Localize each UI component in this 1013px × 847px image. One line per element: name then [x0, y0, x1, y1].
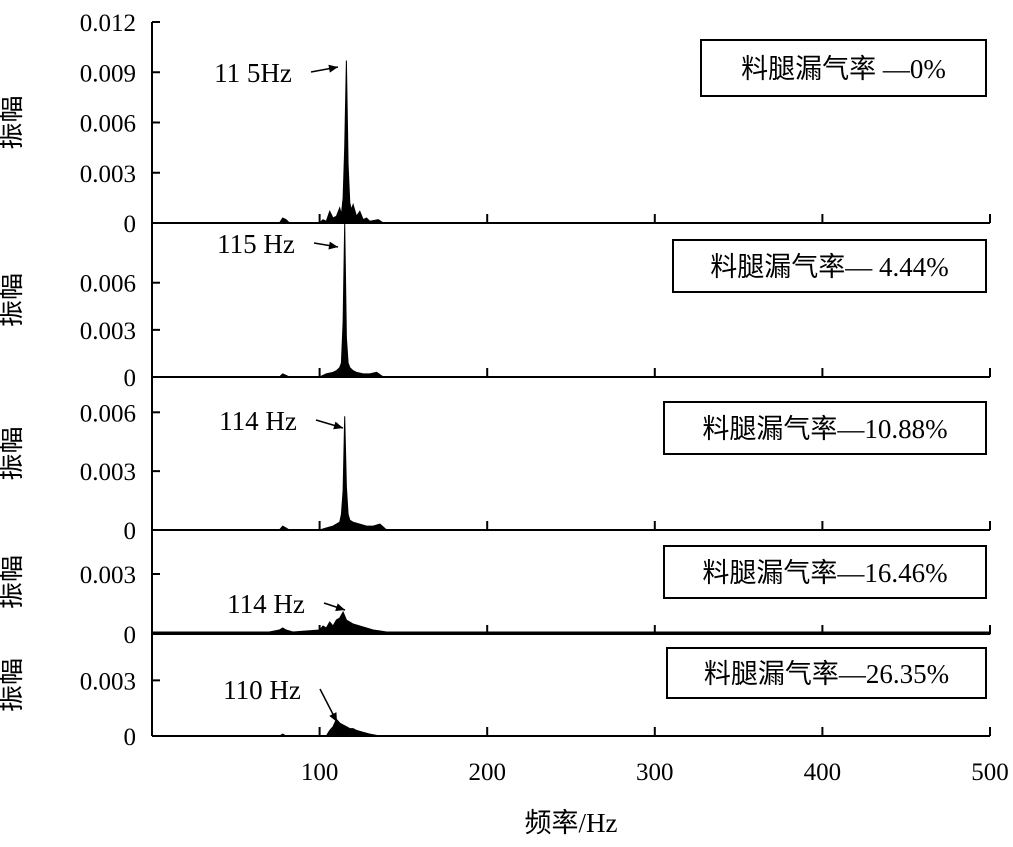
y-tick-label: 0.003	[80, 318, 136, 345]
x-tick-label: 100	[301, 759, 339, 786]
panel-4: 0 0.003 振幅 料腿漏气率—16.46% 114 Hz	[0, 530, 991, 649]
legend-label: 料腿漏气率—10.88%	[702, 414, 947, 444]
panel-5: 0 0.003 振幅 料腿漏气率—26.35% 110 Hz	[0, 634, 991, 751]
annotation-arrowhead	[328, 64, 338, 73]
annotation-arrowhead	[328, 241, 338, 250]
legend-box	[663, 401, 987, 455]
y-tick-label: 0.006	[80, 400, 136, 427]
y-tick-label: 0.003	[80, 668, 136, 695]
spectrum-series	[152, 718, 990, 737]
x-tick-label: 400	[804, 759, 842, 786]
peak-annotation: 114 Hz	[219, 406, 297, 436]
y-axis-label: 振幅	[0, 273, 26, 327]
y-tick-label: 0	[124, 724, 137, 751]
y-tick-label: 0.003	[80, 161, 136, 188]
legend-box	[700, 39, 987, 97]
y-tick-label: 0	[124, 211, 137, 238]
y-tick-label: 0	[124, 518, 137, 545]
panel-1: 0 0.003 0.006 0.009 0.012 振幅 料腿漏气率 —0% 11 5Hz	[0, 10, 991, 238]
panel-2: 0 0.003 0.006 振幅 料腿漏气率— 4.44% 115 Hz	[0, 222, 991, 392]
spectrum-series	[151, 610, 991, 635]
y-tick-label: 0.006	[80, 271, 136, 298]
y-tick-label: 0.003	[80, 562, 136, 589]
legend-box	[672, 239, 987, 293]
peak-annotation: 115 Hz	[217, 229, 295, 259]
annotation-arrowhead	[329, 712, 337, 722]
annotation-arrowhead	[335, 603, 345, 611]
y-tick-label: 0	[124, 622, 137, 649]
peak-annotation: 110 Hz	[223, 675, 301, 705]
panel-3: 0 0.003 0.006 振幅 料腿漏气率—10.88% 114 Hz	[0, 377, 991, 545]
y-tick-label: 0.003	[80, 459, 136, 486]
y-axis-label: 振幅	[0, 555, 26, 609]
y-tick-label: 0.006	[80, 111, 136, 138]
x-tick-label: 500	[971, 759, 1009, 786]
peak-annotation: 11 5Hz	[214, 58, 292, 88]
legend-box	[666, 647, 987, 699]
y-axis-label: 振幅	[0, 96, 26, 150]
y-tick-label: 0.009	[80, 60, 136, 87]
peak-annotation: 114 Hz	[227, 589, 305, 619]
legend-label: 料腿漏气率 —0%	[741, 54, 946, 84]
y-axis-label: 振幅	[0, 658, 26, 712]
x-axis-label: 频率/Hz	[525, 808, 618, 838]
x-tick-label: 200	[468, 759, 506, 786]
legend-label: 料腿漏气率— 4.44%	[710, 252, 949, 282]
x-tick-label: 300	[636, 759, 674, 786]
legend-label: 料腿漏气率—16.46%	[702, 558, 947, 588]
y-axis-label: 振幅	[0, 427, 26, 481]
legend-box	[663, 545, 987, 599]
legend-label: 料腿漏气率—26.35%	[704, 659, 949, 689]
y-tick-label: 0.012	[80, 10, 136, 37]
annotation-arrowhead	[333, 421, 343, 430]
x-axis: 100 200 300 400 500	[301, 759, 1009, 786]
y-tick-label: 0	[124, 365, 137, 392]
